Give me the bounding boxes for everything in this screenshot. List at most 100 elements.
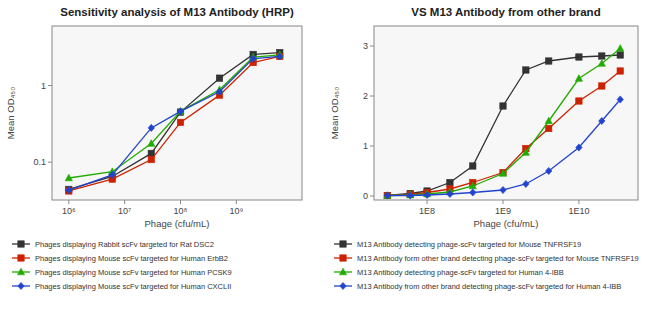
- legend-marker: [17, 268, 24, 275]
- x-axis-label: Phage (cfu/mL): [145, 218, 210, 229]
- legend-label: M13 Antibody detecting phage-scFv target…: [357, 240, 581, 249]
- y-tick-label: 3: [363, 41, 368, 51]
- x-tick: [502, 200, 503, 204]
- legend-marker: [340, 282, 346, 289]
- data-area: [384, 45, 624, 199]
- data-point: [177, 108, 183, 115]
- data-point: [546, 58, 552, 64]
- data-point: [575, 75, 582, 82]
- legend-marker: [18, 241, 24, 247]
- y-tick-label: 0.1: [33, 157, 46, 167]
- data-point: [499, 170, 506, 177]
- data-point: [384, 192, 390, 198]
- data-point: [469, 182, 476, 189]
- x-tick-label: 1E10: [568, 206, 589, 216]
- series-line: [387, 49, 620, 196]
- x-tick-label: 10⁸: [174, 206, 188, 216]
- data-point: [523, 67, 529, 73]
- y-tick-label: 1: [41, 81, 46, 91]
- data-point: [384, 192, 390, 199]
- y-tick: [48, 85, 52, 86]
- x-tick: [124, 200, 125, 204]
- x-tick-label: 10⁶: [62, 206, 76, 216]
- data-point: [576, 144, 582, 151]
- x-tick: [180, 200, 181, 204]
- data-point: [617, 52, 623, 58]
- series-line: [69, 56, 280, 191]
- x-tick-label: 10⁷: [118, 206, 131, 216]
- data-point: [407, 192, 413, 199]
- legend-label: Phages displaying Mouse scFv targeted fo…: [35, 268, 232, 277]
- y-tick: [370, 196, 374, 197]
- legend-label: Phages displaying Mouse scFv targeted fo…: [35, 282, 231, 291]
- data-point: [177, 119, 183, 125]
- data-point: [500, 186, 506, 193]
- data-point: [66, 187, 72, 194]
- legend-item: M13 Antibody detecting phage-scFv target…: [334, 240, 581, 249]
- data-point: [546, 167, 552, 174]
- y-tick-label: 2: [363, 91, 368, 101]
- x-axis-label: Phage (cfu/mL): [474, 218, 539, 229]
- y-axis-label: Mean OD₄₅₀: [5, 87, 16, 139]
- legend-item: M13 Antibody detecting phage-scFv target…: [334, 268, 564, 277]
- panel: 1E81E91E100123: [363, 26, 638, 216]
- data-point: [599, 53, 605, 59]
- plot-frame: [374, 26, 638, 200]
- legend-marker: [18, 282, 24, 289]
- y-tick-label: 0: [363, 191, 368, 201]
- data-point: [545, 117, 552, 124]
- data-point: [447, 190, 453, 197]
- legend-item: Phages displaying Mouse scFv targeted fo…: [12, 282, 231, 291]
- series-line: [387, 55, 620, 196]
- data-point: [599, 83, 605, 89]
- y-tick: [48, 162, 52, 163]
- y-tick: [370, 146, 374, 147]
- series-line: [69, 53, 280, 190]
- data-point: [546, 125, 552, 131]
- legend-item: Phages displaying Mouse scFv targeted fo…: [12, 268, 232, 277]
- x-tick-label: 1E9: [495, 206, 511, 216]
- legend: M13 Antibody detecting phage-scFv target…: [334, 240, 639, 291]
- series-line: [69, 56, 280, 190]
- legend-item: Phages displaying Mouse scFv targeted fo…: [12, 254, 228, 263]
- x-tick: [236, 200, 237, 204]
- data-point: [277, 53, 283, 60]
- data-point: [522, 149, 529, 156]
- title: Sensitivity analysis of M13 Antibody (HR…: [60, 6, 294, 18]
- series-line: [387, 71, 620, 196]
- data-point: [148, 124, 154, 131]
- x-tick: [578, 200, 579, 204]
- series-line: [387, 100, 620, 196]
- data-point: [216, 75, 222, 81]
- data-point: [148, 150, 154, 156]
- data-point: [148, 140, 155, 147]
- data-point: [470, 189, 476, 196]
- data-point: [617, 68, 623, 74]
- legend: Phages displaying Rabbit scFv targeted f…: [12, 240, 232, 291]
- legend-marker: [339, 268, 346, 275]
- data-point: [384, 192, 391, 199]
- data-point: [65, 174, 72, 181]
- legend-marker: [18, 255, 24, 261]
- y-tick: [370, 46, 374, 47]
- data-point: [576, 98, 582, 104]
- legend-item: M13 Antibody from other brand detecting …: [334, 282, 621, 291]
- data-point: [617, 45, 624, 52]
- data-point: [216, 88, 222, 95]
- y-axis-label: Mean OD₄₅₀: [329, 87, 340, 139]
- data-point: [250, 55, 256, 62]
- data-point: [384, 192, 390, 198]
- data-point: [277, 53, 283, 59]
- data-point: [599, 117, 605, 124]
- y-tick-label: 1: [363, 141, 368, 151]
- data-point: [617, 96, 623, 103]
- data-point: [523, 180, 529, 187]
- data-point: [447, 179, 453, 185]
- data-point: [576, 54, 582, 60]
- legend-label: M13 Antibody detecting phage-scFv target…: [357, 268, 564, 277]
- y-tick: [370, 96, 374, 97]
- data-point: [424, 191, 430, 198]
- data-point: [500, 103, 506, 109]
- legend-label: M13 Antibody form other brand detecting …: [357, 254, 639, 263]
- plot-frame: [52, 26, 302, 200]
